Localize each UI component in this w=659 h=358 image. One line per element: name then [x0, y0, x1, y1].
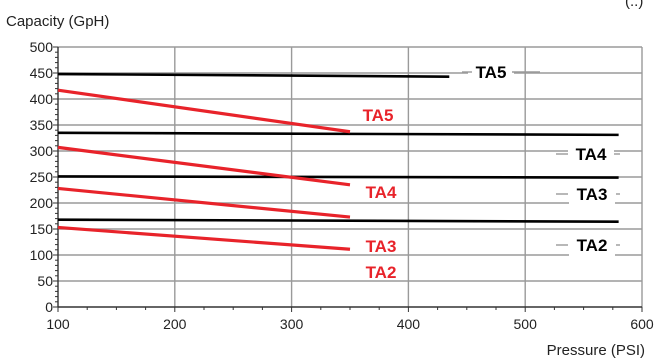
series-label-red-ta4: TA4	[366, 183, 397, 202]
corner-text: (..)	[625, 0, 643, 10]
y-axis-title: Capacity (GpH)	[6, 13, 109, 30]
series-label-ta3: TA3	[577, 185, 608, 204]
black-line-ta2	[57, 218, 619, 224]
black-line-ta4	[57, 131, 619, 137]
x-tick-label: 600	[630, 316, 654, 332]
y-tick-label: 50	[37, 273, 53, 289]
y-tick-label: 250	[30, 169, 54, 185]
y-tick-label: 200	[30, 195, 54, 211]
red-line-ta4	[57, 145, 351, 187]
x-tick-label: 200	[163, 316, 187, 332]
x-tick-label: 100	[46, 316, 70, 332]
y-tick-label: 0	[45, 299, 53, 315]
red-line-ta3	[57, 186, 351, 219]
y-tick-label: 500	[30, 39, 54, 55]
y-tick-label: 450	[30, 65, 54, 81]
series-label-bg	[569, 185, 615, 205]
red-line-ta5	[57, 88, 351, 134]
y-tick-label: 100	[30, 247, 54, 263]
series-label-red-ta5: TA5	[363, 106, 394, 125]
y-tick-label: 300	[30, 143, 54, 159]
series-label-red-ta3: TA3	[366, 237, 397, 256]
series-label-red-ta2: TA2	[366, 263, 397, 282]
black-line-ta5	[57, 72, 450, 78]
y-tick-label: 400	[30, 91, 54, 107]
series-lines	[57, 72, 619, 251]
x-axis-title: Pressure (PSI)	[547, 342, 645, 358]
x-tick-label: 500	[514, 316, 538, 332]
x-tick-label: 300	[280, 316, 304, 332]
series-label-bg	[569, 236, 615, 256]
y-tick-label: 350	[30, 117, 54, 133]
black-line-ta3	[57, 175, 619, 179]
series-label-bg	[568, 145, 614, 165]
axes: 0 50 100 150 200 250 300 350 400 450 500 100 200 300 4…	[30, 39, 654, 332]
series-label-ta2: TA2	[577, 236, 608, 255]
series-label-bg	[468, 63, 514, 83]
y-tick-label: 150	[30, 221, 54, 237]
red-line-ta2	[57, 225, 351, 251]
series-label-ta5: TA5	[476, 63, 507, 82]
series-labels: TA5 TA4 TA3 TA2 TA5 TA4 TA3 TA2	[363, 63, 620, 282]
x-tick-label: 400	[397, 316, 421, 332]
series-label-ta4: TA4	[576, 145, 607, 164]
